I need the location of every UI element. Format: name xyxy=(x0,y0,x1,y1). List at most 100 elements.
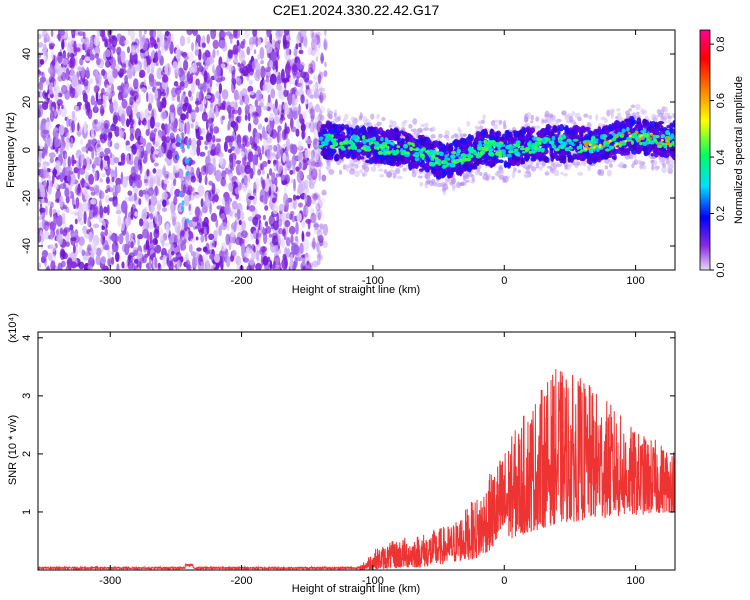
noise-blob xyxy=(70,236,77,242)
noise-blob xyxy=(149,212,153,220)
noise-blob xyxy=(279,267,282,270)
noise-blob xyxy=(161,207,168,212)
signal-halo xyxy=(656,109,661,114)
noise-blob xyxy=(118,126,122,138)
noise-blob xyxy=(312,193,319,201)
signal-core xyxy=(513,131,519,137)
signal-halo xyxy=(426,179,431,184)
noise-blob xyxy=(111,241,119,253)
noise-blob xyxy=(318,212,326,221)
noise-blob xyxy=(252,30,258,37)
noise-blob xyxy=(190,175,196,183)
noise-blob xyxy=(192,30,198,36)
signal-core xyxy=(352,149,356,154)
signal-halo xyxy=(661,166,667,174)
noise-blob xyxy=(65,166,69,177)
signal-core xyxy=(632,146,637,151)
signal-halo xyxy=(657,112,664,118)
noise-blob xyxy=(271,235,279,246)
noise-blob xyxy=(190,123,194,129)
noise-blob xyxy=(311,260,319,268)
signal-halo xyxy=(521,163,527,168)
noise-blob xyxy=(92,244,97,255)
noise-blob xyxy=(298,161,302,170)
noise-blob xyxy=(201,111,208,122)
noise-blob xyxy=(260,60,264,65)
noise-blob xyxy=(220,177,226,187)
noise-blob xyxy=(88,210,94,220)
noise-blob xyxy=(316,259,321,266)
noise-blob xyxy=(172,61,178,70)
noise-blob xyxy=(299,78,304,90)
noise-blob xyxy=(46,137,53,148)
noise-blob xyxy=(88,173,94,185)
signal-halo xyxy=(381,117,386,121)
noise-blob xyxy=(225,255,231,268)
noise-blob xyxy=(101,225,105,231)
noise-blob xyxy=(76,159,82,169)
signal-halo xyxy=(342,164,347,170)
noise-blob xyxy=(212,39,220,49)
signal-halo xyxy=(606,169,612,177)
noise-blob xyxy=(222,196,225,206)
noise-blob xyxy=(317,234,324,243)
noise-blob xyxy=(141,38,149,51)
signal-halo xyxy=(666,119,672,124)
noise-blob xyxy=(87,244,92,252)
noise-blob xyxy=(117,53,121,65)
noise-blob xyxy=(207,149,211,157)
signal-halo xyxy=(616,108,621,112)
noise-blob xyxy=(137,266,140,270)
noise-blob xyxy=(71,154,75,167)
noise-blob xyxy=(257,37,262,46)
noise-blob xyxy=(65,241,70,247)
chart-title: C2E1.2024.330.22.42.G17 xyxy=(273,2,440,18)
noise-blob xyxy=(277,125,282,132)
noise-blob xyxy=(285,46,290,56)
noise-blob xyxy=(264,117,269,123)
noise-blob xyxy=(266,125,270,132)
signal-halo xyxy=(586,164,592,172)
noise-blob xyxy=(186,264,192,270)
noise-blob xyxy=(232,109,238,115)
noise-blob xyxy=(58,124,65,136)
signal-halo xyxy=(401,121,406,127)
noise-blob xyxy=(62,52,67,60)
noise-blob xyxy=(183,55,189,61)
noise-blob xyxy=(233,146,240,155)
noise-blob xyxy=(304,253,311,263)
noise-blob xyxy=(115,235,119,242)
noise-blob xyxy=(194,121,199,130)
noise-blob xyxy=(300,123,306,132)
signal-core xyxy=(435,170,440,176)
noise-blob xyxy=(248,79,253,86)
noise-blob xyxy=(201,205,208,214)
signal-halo xyxy=(598,168,602,176)
signal-core xyxy=(394,134,400,141)
noise-blob xyxy=(301,257,306,267)
noise-blob xyxy=(324,61,327,68)
noise-blob xyxy=(204,145,208,150)
noise-blob xyxy=(130,152,134,162)
signal-halo xyxy=(583,113,589,118)
noise-blob xyxy=(229,101,237,107)
noise-blob xyxy=(147,85,152,90)
signal-core xyxy=(324,151,329,158)
noise-blob xyxy=(95,254,101,266)
noise-blob xyxy=(67,36,75,45)
noise-blob xyxy=(273,255,281,266)
noise-blob xyxy=(113,157,120,164)
noise-blob xyxy=(154,122,161,127)
signal-halo xyxy=(388,124,393,128)
noise-blob xyxy=(309,120,315,133)
noise-blob xyxy=(220,76,226,82)
signal-halo xyxy=(606,109,611,117)
noise-blob xyxy=(131,65,135,73)
noise-blob xyxy=(153,128,157,133)
noise-blob xyxy=(233,89,239,101)
noise-blob xyxy=(275,59,279,73)
noise-blob xyxy=(250,105,256,112)
noise-blob xyxy=(169,132,175,140)
noise-blob xyxy=(134,59,138,65)
noise-blob xyxy=(50,228,54,241)
